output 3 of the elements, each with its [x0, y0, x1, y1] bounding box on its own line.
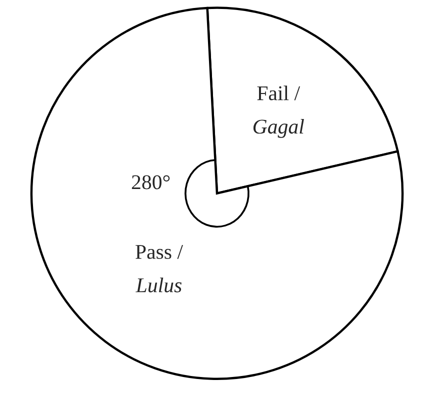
- slice-label: Pass / Lulus: [136, 244, 184, 292]
- slice-label: Fail / Gagal: [253, 86, 304, 138]
- text: 280°: [132, 175, 170, 190]
